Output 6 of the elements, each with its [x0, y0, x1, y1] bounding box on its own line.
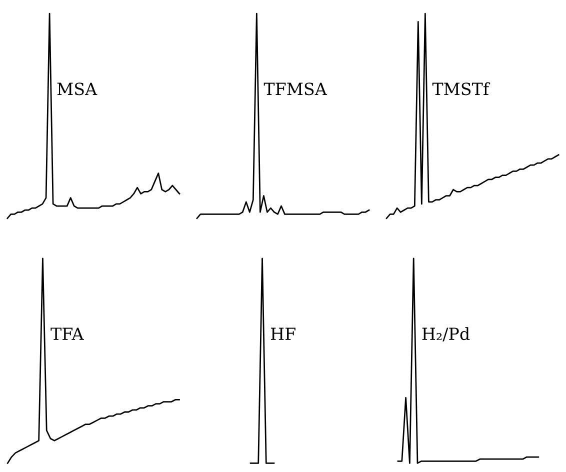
text: TMSTf [432, 82, 490, 96]
text: MSA [57, 82, 98, 96]
text: HF [270, 328, 296, 340]
text: TFMSA [264, 82, 328, 96]
text: TFA [50, 328, 84, 340]
text: H₂/Pd [422, 327, 470, 342]
